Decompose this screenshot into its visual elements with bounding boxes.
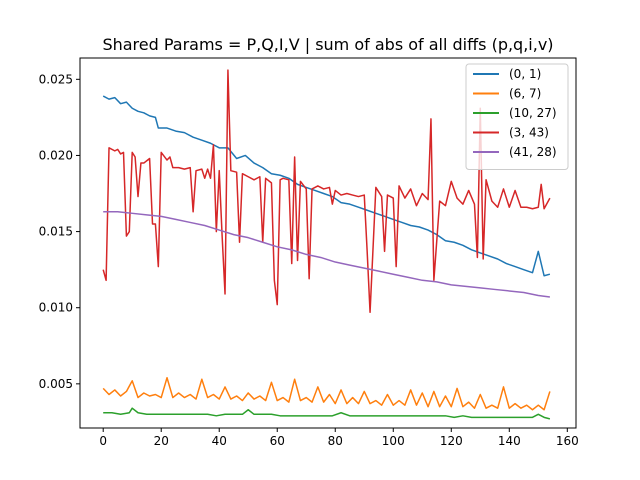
y-axis: 0.005 0.010 0.015 0.020 0.025 xyxy=(39,72,80,391)
y-tick-label: 0.015 xyxy=(39,225,73,239)
series-layer xyxy=(102,69,551,420)
series-line-1 xyxy=(102,377,551,411)
chart-title: Shared Params = P,Q,I,V | sum of abs of … xyxy=(102,35,553,54)
plot-frame xyxy=(79,57,577,429)
x-tick-label: 40 xyxy=(212,434,227,448)
x-tick-label: 140 xyxy=(498,434,521,448)
x-tick-label: 160 xyxy=(556,434,579,448)
y-tick-label: 0.025 xyxy=(39,72,73,86)
x-tick-label: 80 xyxy=(328,434,343,448)
legend-box xyxy=(465,63,569,170)
series-line-4 xyxy=(103,211,550,298)
legend-label-4: (41, 28) xyxy=(509,145,557,159)
series-line-2 xyxy=(103,407,551,420)
x-tick-label: 60 xyxy=(270,434,285,448)
legend-label-0: (0, 1) xyxy=(509,67,541,81)
legend: (0, 1) (6, 7) (10, 27) (3, 43) (41, 28) xyxy=(465,63,569,170)
x-tick-label: 120 xyxy=(440,434,463,448)
legend-label-3: (3, 43) xyxy=(509,126,549,140)
legend-label-1: (6, 7) xyxy=(509,87,541,101)
x-axis: 0 20 40 60 80 100 120 140 160 xyxy=(99,428,579,448)
x-tick-label: 0 xyxy=(99,434,107,448)
y-tick-label: 0.020 xyxy=(39,148,73,162)
legend-label-2: (10, 27) xyxy=(509,106,557,120)
y-tick-label: 0.010 xyxy=(39,301,73,315)
x-tick-label: 100 xyxy=(382,434,405,448)
series-line-3 xyxy=(102,69,551,314)
x-tick-label: 20 xyxy=(154,434,169,448)
y-tick-label: 0.005 xyxy=(39,377,73,391)
